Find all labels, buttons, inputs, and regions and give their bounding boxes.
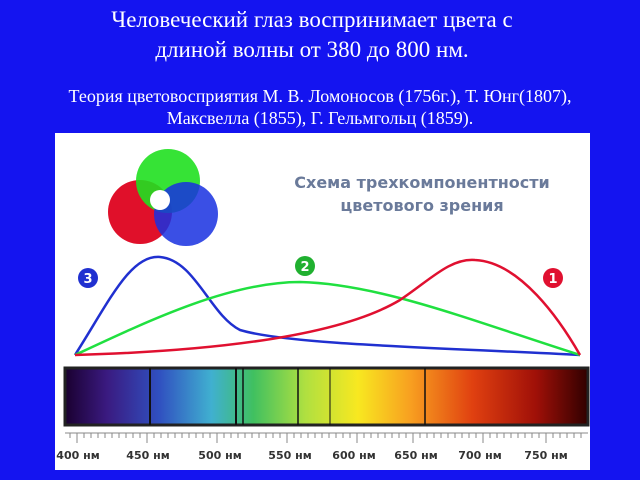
curve-badge (295, 256, 315, 276)
curve-label: 3 (83, 272, 92, 287)
caption: Схема трехкомпонентности (294, 173, 549, 192)
subtitle-line: Теория цветовосприятия М. В. Ломоносов (… (69, 86, 572, 107)
curve-badge (543, 268, 563, 288)
spectrum (63, 366, 590, 427)
ruler-ticks (69, 433, 582, 443)
wavelength-label: 750 нм (524, 449, 567, 462)
caption: цветового зрения (340, 196, 503, 215)
wavelength-label: 500 нм (198, 449, 241, 462)
title-line: длиной волны от 380 до 800 нм. (155, 37, 468, 62)
wavelength-label: 450 нм (126, 449, 169, 462)
curve-label: 2 (300, 260, 309, 275)
curve-badge (78, 268, 98, 288)
green-curve (74, 280, 581, 357)
subtitle-line: Максвелла (1855), Г. Гельмгольц (1859). (167, 108, 474, 129)
wavelength-label: 700 нм (458, 449, 501, 462)
wavelength-label: 600 нм (332, 449, 375, 462)
wavelength-label: 650 нм (394, 449, 437, 462)
color-circles (108, 149, 218, 246)
wavelength-label: 400 нм (56, 449, 99, 462)
blue-curve (73, 255, 581, 357)
wavelength-label: 550 нм (268, 449, 311, 462)
absorption-lines (149, 368, 426, 425)
red-curve (74, 258, 582, 357)
curve-label: 1 (548, 272, 557, 287)
title-line: Человеческий глаз воспринимает цвета с (111, 7, 512, 32)
